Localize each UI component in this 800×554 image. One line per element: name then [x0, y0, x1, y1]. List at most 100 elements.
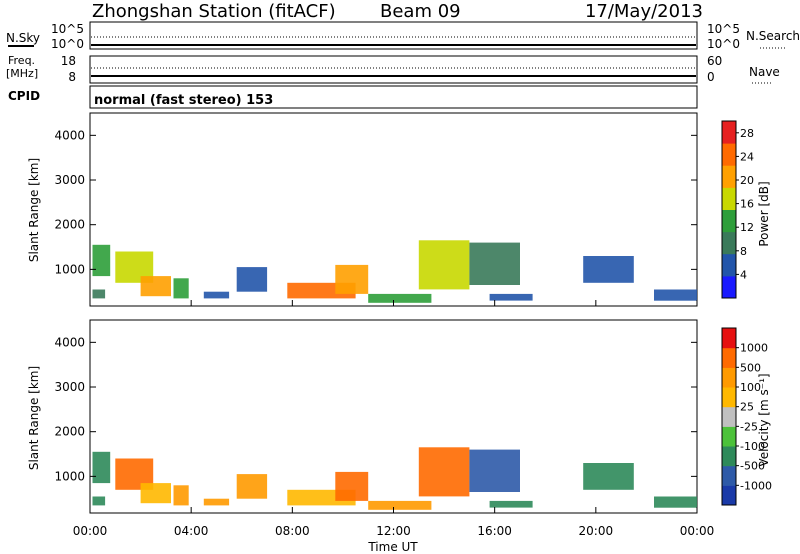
velocity-echo-region: [418, 447, 470, 497]
cpid-frame: [89, 85, 698, 109]
velocity-echo-region: [140, 483, 171, 504]
y-tick-label: 1000: [54, 469, 85, 483]
station-title: Zhongshan Station (fitACF): [92, 1, 336, 22]
power-echo-region: [236, 267, 268, 292]
power-echo-region: [469, 242, 520, 285]
nsky-tick-bottom: 10^0: [51, 37, 84, 51]
colorbar-tick-label: 100: [740, 381, 761, 394]
colorbar-tick-label: 12: [740, 221, 754, 234]
y-tick-label: 3000: [54, 380, 85, 394]
colorbar-swatch: [722, 253, 736, 277]
colorbar-swatch: [722, 328, 736, 349]
nsearch-tick-top: 10^5: [707, 22, 740, 36]
colorbar-swatch: [722, 426, 736, 447]
colorbar-swatch: [722, 209, 736, 233]
colorbar-tick-label: -500: [740, 460, 765, 473]
cpid-label: CPID: [8, 89, 40, 103]
colorbar-tick-label: 20: [740, 174, 754, 187]
colorbar-swatch: [722, 387, 736, 408]
colorbar-swatch: [722, 165, 736, 188]
x-tick-label: 00:00: [73, 524, 108, 538]
power-echo-region: [203, 291, 230, 299]
power-echo-region: [92, 244, 111, 277]
freq-tick-top: 18: [61, 54, 76, 68]
nsky-tick-top: 10^5: [51, 22, 84, 36]
power-y-ticks: 1000 2000 3000 4000: [54, 128, 697, 276]
x-tick-label: 20:00: [579, 524, 614, 538]
velocity-data: [92, 447, 697, 510]
y-tick-label: 2000: [54, 425, 85, 439]
power-y-axis-label: Slant Range [km]: [27, 158, 41, 262]
power-echo-region: [92, 289, 106, 299]
time-x-ticks: 00:00 04:00 08:00 12:00 16:00 20:00 00:00: [73, 300, 715, 538]
velocity-echo-region: [92, 496, 106, 506]
velocity-echo-region: [489, 500, 533, 508]
x-tick-label: 00:00: [680, 524, 715, 538]
colorbar-frame: [721, 327, 737, 506]
velocity-y-ticks: 1000 2000 3000 4000: [54, 335, 697, 483]
y-tick-label: 4000: [54, 128, 85, 142]
colorbar-swatch: [722, 367, 736, 388]
y-tick-label: 2000: [54, 218, 85, 232]
nave-tick-bottom: 0: [707, 70, 715, 84]
velocity-echo-region: [173, 485, 189, 506]
colorbar-swatch: [722, 485, 736, 506]
power-echo-region: [654, 289, 697, 301]
colorbar-swatch: [722, 465, 736, 486]
velocity-echo-region: [203, 498, 230, 506]
nsky-frame: [89, 21, 698, 50]
power-data: [92, 240, 697, 303]
power-panel: 1000 2000 3000 4000 Slant Range [km] 4 8 12 16…: [27, 112, 771, 307]
colorbar-tick-label: 24: [740, 150, 754, 163]
power-echo-region: [418, 240, 470, 290]
velocity-echo-region: [335, 471, 369, 501]
power-echo-region: [335, 264, 369, 294]
y-tick-label: 3000: [54, 173, 85, 187]
nsky-label: N.Sky: [6, 31, 40, 45]
nsearch-label: N.Search: [746, 29, 800, 43]
nave-tick-top: 60: [707, 54, 722, 68]
velocity-colorbar-label: Velocity [m s⁻¹]: [757, 373, 771, 466]
cpid-panel: CPID normal (fast stereo) 153: [8, 85, 698, 109]
power-echo-region: [583, 256, 634, 283]
velocity-echo-region: [92, 451, 111, 484]
power-colorbar: 4 8 12 16 20 24 28: [721, 120, 754, 299]
colorbar-tick-label: 25: [740, 401, 754, 414]
freq-panel: Freq. [MHz] 18 8 60 0 Nave: [6, 54, 780, 84]
velocity-colorbar: -1000 -500 -100 -25 25 100 500 1000: [721, 327, 772, 506]
colorbar-swatch: [722, 143, 736, 166]
colorbar-tick-label: -100: [740, 440, 765, 453]
cpid-text: normal (fast stereo) 153: [94, 93, 273, 108]
y-tick-label: 4000: [54, 335, 85, 349]
colorbar-swatch: [722, 187, 736, 210]
colorbar-tick-label: -1000: [740, 479, 772, 492]
colorbar-tick-label: 8: [740, 245, 747, 258]
colorbar-tick-label: 500: [740, 361, 761, 374]
colorbar-tick-label: 1000: [740, 342, 768, 355]
velocity-echo-region: [368, 500, 432, 510]
power-echo-region: [489, 293, 533, 301]
freq-label: Freq.: [8, 54, 35, 67]
date-label: 17/May/2013: [585, 1, 703, 22]
power-echo-region: [368, 293, 432, 303]
freq-frame: [89, 55, 698, 84]
velocity-echo-region: [654, 496, 697, 508]
velocity-echo-region: [469, 449, 520, 492]
colorbar-tick-label: 16: [740, 198, 754, 211]
colorbar-swatch: [722, 231, 736, 255]
x-axis-label: Time UT: [367, 540, 418, 554]
y-tick-label: 1000: [54, 262, 85, 276]
x-tick-label: 12:00: [376, 524, 411, 538]
colorbar-swatch: [722, 121, 736, 144]
freq-unit-label: [MHz]: [6, 67, 38, 80]
velocity-echo-region: [236, 474, 268, 499]
colorbar-swatch: [722, 446, 736, 467]
velocity-y-axis-label: Slant Range [km]: [27, 366, 41, 470]
colorbar-frame: [721, 120, 737, 299]
colorbar-swatch: [722, 347, 736, 368]
x-tick-label: 08:00: [275, 524, 310, 538]
velocity-echo-region: [583, 463, 634, 490]
colorbar-tick-label: -25: [740, 420, 758, 433]
